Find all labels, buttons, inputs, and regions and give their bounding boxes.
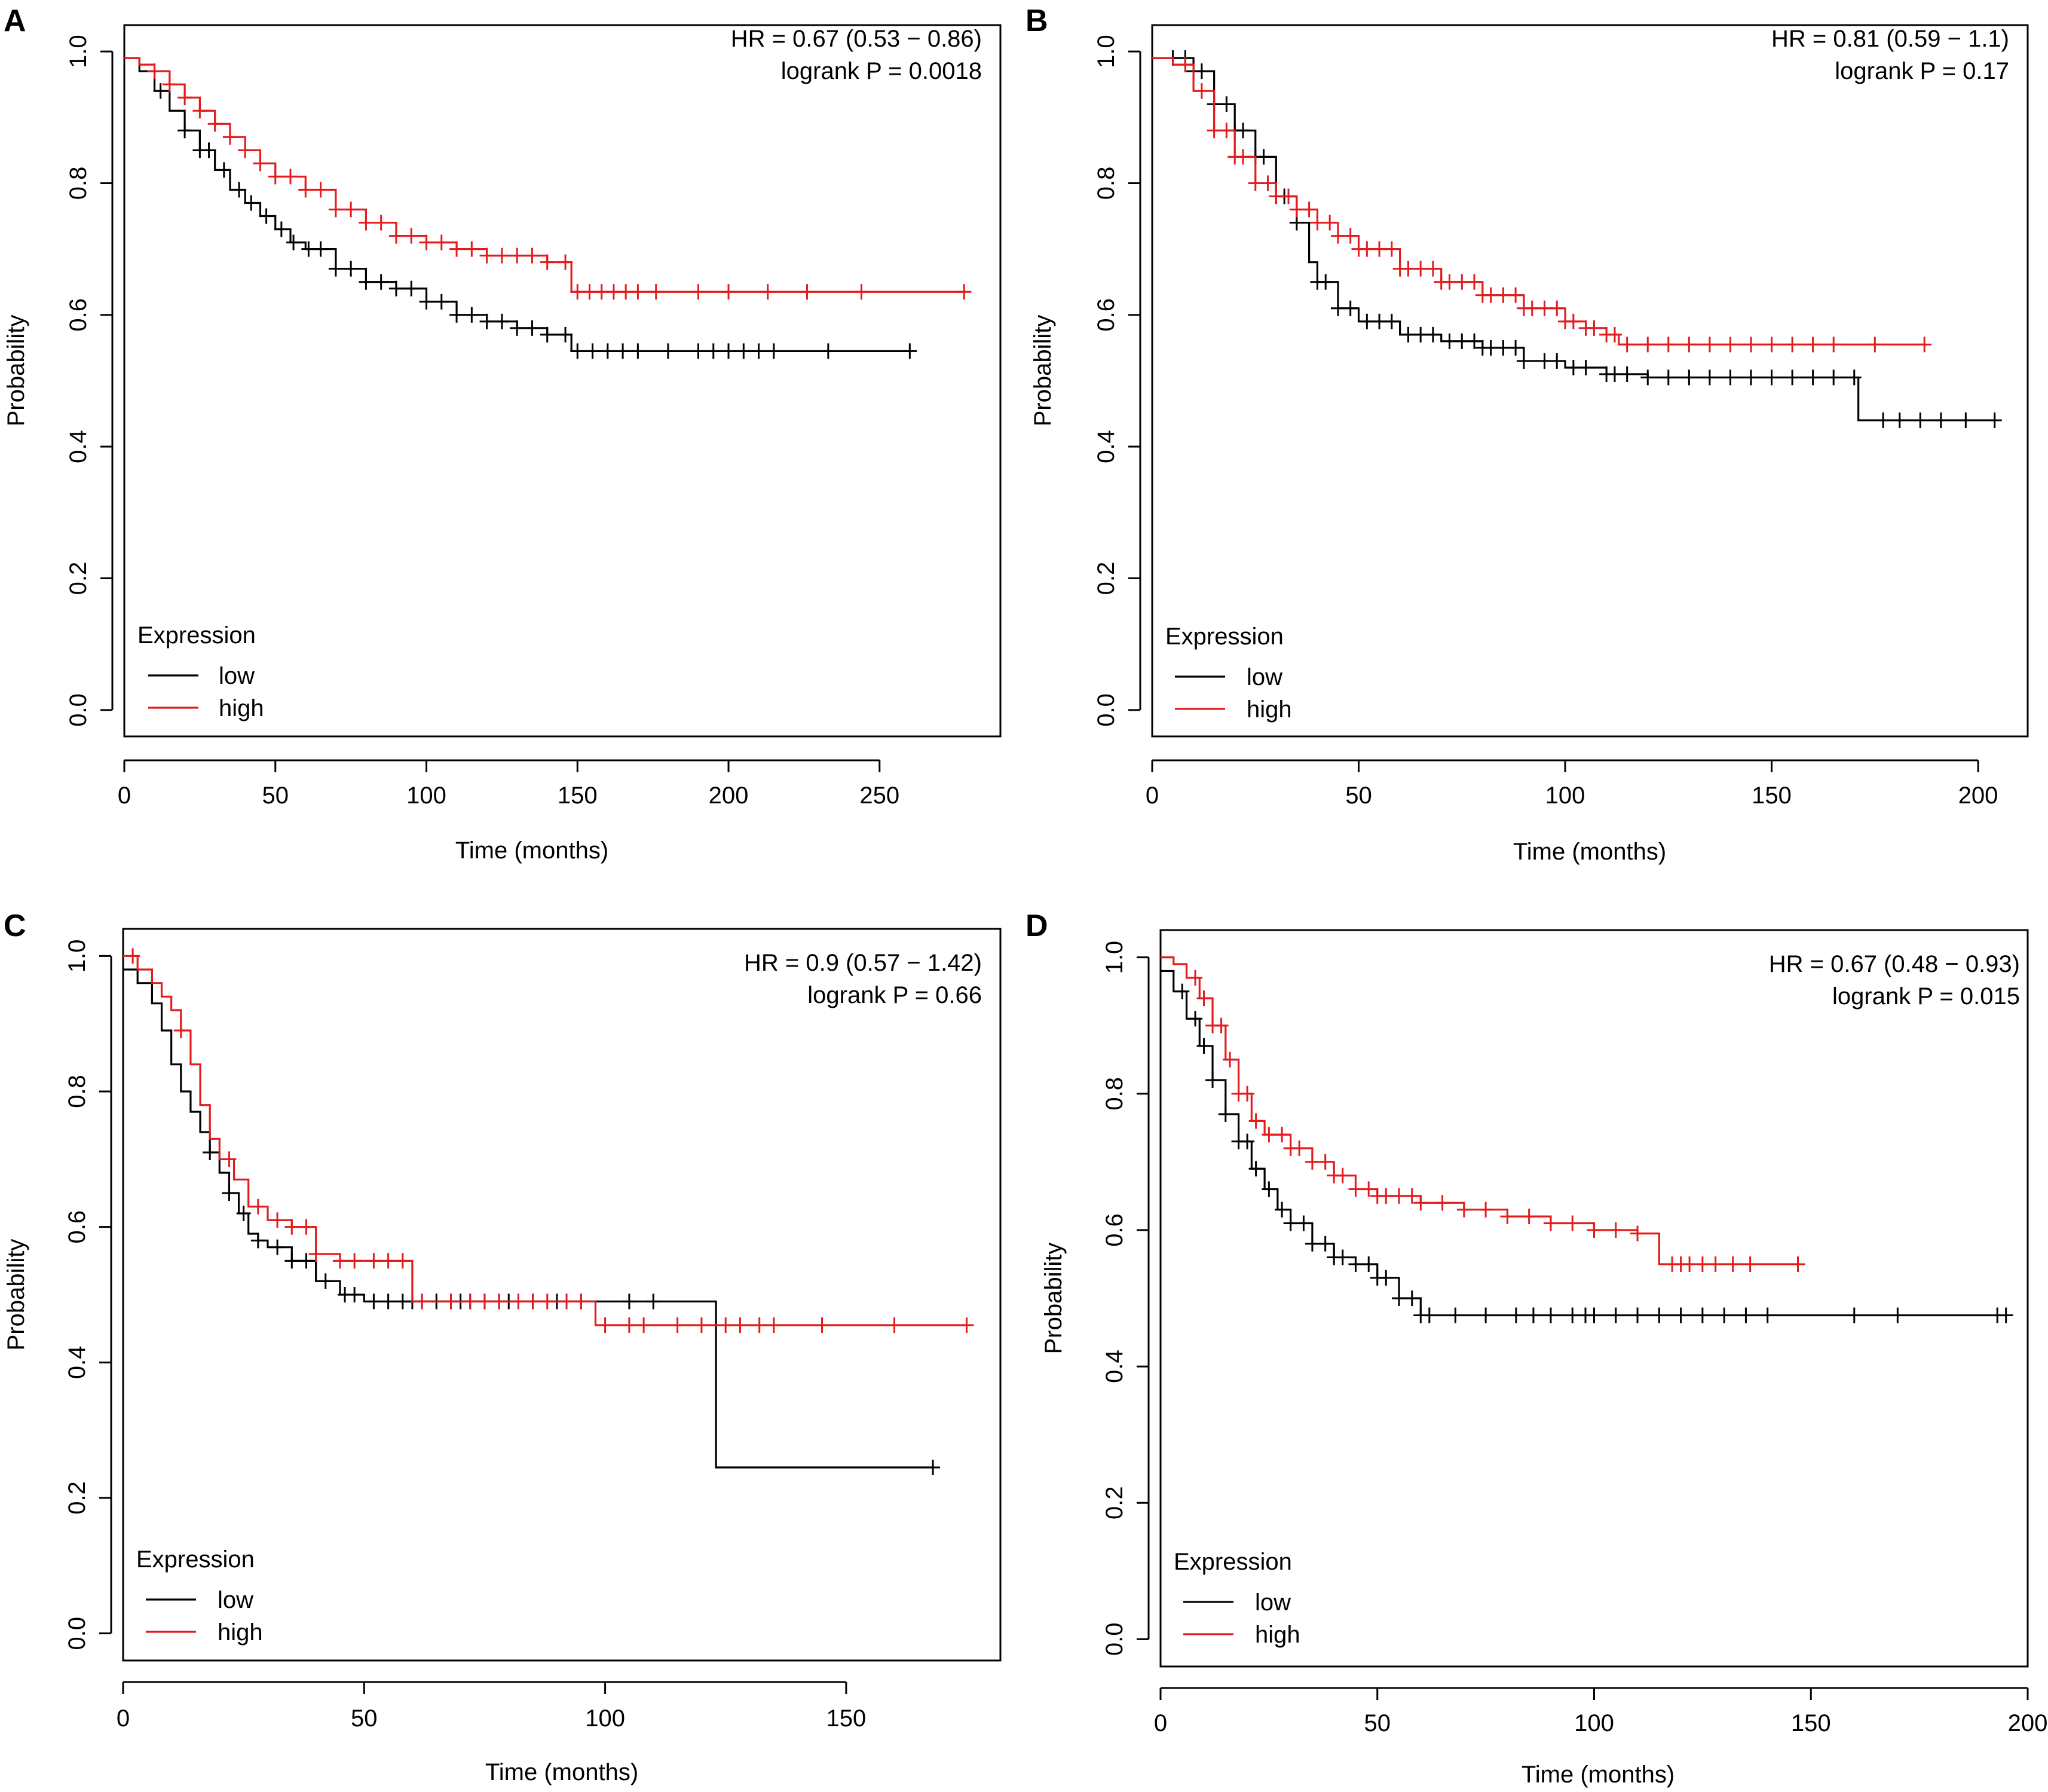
y-axis-label-a: Probability [3,315,29,427]
x-tick-label: 50 [1364,1710,1391,1736]
legend-label-low-d: low [1255,1589,1291,1616]
y-tick-label: 0.4 [64,1346,90,1380]
x-tick-label: 0 [1154,1710,1167,1736]
panel-label-b: B [1025,4,1048,38]
x-tick-label: 0 [118,782,131,809]
plot-frame [1151,24,2029,738]
y-tick-label: 0.6 [64,1210,90,1244]
y-tick-label: 1.0 [1093,35,1119,68]
x-tick-label: 200 [709,782,749,809]
y-tick-label: 0.4 [1101,1350,1128,1383]
y-tick-label: 0.0 [65,693,91,727]
legend-label-low-b: low [1247,664,1282,690]
x-axis-label-a: Time (months) [455,837,608,864]
x-tick-label: 100 [1574,1710,1614,1736]
legend-label-low-c: low [218,1587,253,1613]
x-tick-label: 150 [826,1705,867,1732]
legend-label-high-b: high [1247,696,1292,723]
legend-label-high-d: high [1255,1622,1300,1648]
legend-label-low-a: low [219,663,255,689]
x-tick-label: 0 [117,1705,130,1732]
y-tick-label: 1.0 [65,35,91,68]
x-tick-label: 150 [1791,1710,1831,1736]
y-tick-label: 0.2 [65,562,91,595]
annotation-p-c: logrank P = 0.66 [807,982,982,1008]
y-tick-label: 1.0 [64,940,90,973]
x-tick-label: 50 [1345,782,1372,809]
x-tick-label: 150 [1752,782,1792,809]
y-tick-label: 0.6 [1101,1213,1128,1247]
x-tick-label: 200 [2008,1710,2048,1736]
y-tick-label: 0.0 [1093,693,1119,727]
y-tick-label: 0.8 [1101,1077,1128,1111]
x-tick-label: 250 [859,782,899,809]
panel-b: B HR = 0.81 (0.59 − 1.1) logrank P = 0.1… [1025,4,2029,865]
panel-label-d: D [1025,909,1048,943]
km-curve-high [123,955,967,1326]
y-tick-label: 0.4 [65,430,91,463]
y-tick-label: 0.2 [64,1481,90,1515]
legend-title-d: Expression [1174,1549,1292,1575]
annotation-hr-a: HR = 0.67 (0.53 − 0.86) [731,26,982,52]
km-curve-high [1161,956,1798,1265]
km-curve-low [123,968,933,1469]
legend-title-c: Expression [136,1546,255,1573]
panel-c: C HR = 0.9 (0.57 − 1.42) logrank P = 0.6… [3,909,1002,1785]
x-tick-label: 0 [1146,782,1159,809]
panel-label-c: C [4,909,26,943]
x-tick-label: 100 [585,1705,625,1732]
x-tick-label: 50 [262,782,289,809]
x-axis-label-b: Time (months) [1513,839,1666,865]
annotation-p-d: logrank P = 0.015 [1832,983,2020,1010]
annotation-hr-c: HR = 0.9 (0.57 − 1.42) [744,950,982,976]
x-tick-label: 100 [1545,782,1585,809]
plot-frame [122,928,1002,1662]
y-tick-label: 0.8 [64,1075,90,1108]
x-axis-label-d: Time (months) [1522,1762,1674,1788]
x-tick-label: 100 [406,782,446,809]
y-tick-label: 0.4 [1093,430,1119,463]
annotation-p-a: logrank P = 0.0018 [781,58,982,84]
annotation-hr-b: HR = 0.81 (0.59 − 1.1) [1771,26,2009,52]
y-axis-label-b: Probability [1030,315,1056,427]
y-tick-label: 1.0 [1101,941,1128,974]
y-tick-label: 0.2 [1101,1486,1128,1519]
legend-label-high-c: high [218,1619,263,1646]
y-tick-label: 0.8 [1093,167,1119,200]
panel-a: A HR = 0.67 (0.53 − 0.86) logrank P = 0.… [3,4,1002,864]
legend-title-b: Expression [1165,623,1284,650]
legend-title-a: Expression [137,622,256,649]
y-tick-label: 0.6 [1093,298,1119,332]
x-axis-label-c: Time (months) [485,1759,638,1785]
panel-label-a: A [4,4,26,38]
km-curve-low [124,57,910,353]
panel-d: D HR = 0.67 (0.48 − 0.93) logrank P = 0.… [1025,909,2047,1788]
km-curve-low [1161,970,2006,1317]
y-tick-label: 0.8 [65,167,91,200]
km-curve-high [1152,57,1925,345]
y-tick-label: 0.2 [1093,562,1119,595]
plot-frame [1159,929,2029,1668]
y-tick-label: 0.6 [65,298,91,332]
annotation-hr-d: HR = 0.67 (0.48 − 0.93) [1769,951,2020,977]
y-tick-label: 0.0 [64,1617,90,1650]
x-tick-label: 200 [1958,782,1998,809]
legend-label-high-a: high [219,695,264,721]
annotation-p-b: logrank P = 0.17 [1835,58,2009,84]
x-tick-label: 150 [558,782,598,809]
y-axis-label-c: Probability [3,1239,29,1351]
x-tick-label: 50 [351,1705,378,1732]
y-axis-label-d: Probability [1040,1243,1067,1354]
plot-frame [123,24,1002,738]
y-tick-label: 0.0 [1101,1623,1128,1656]
km-curve-high [124,57,965,293]
